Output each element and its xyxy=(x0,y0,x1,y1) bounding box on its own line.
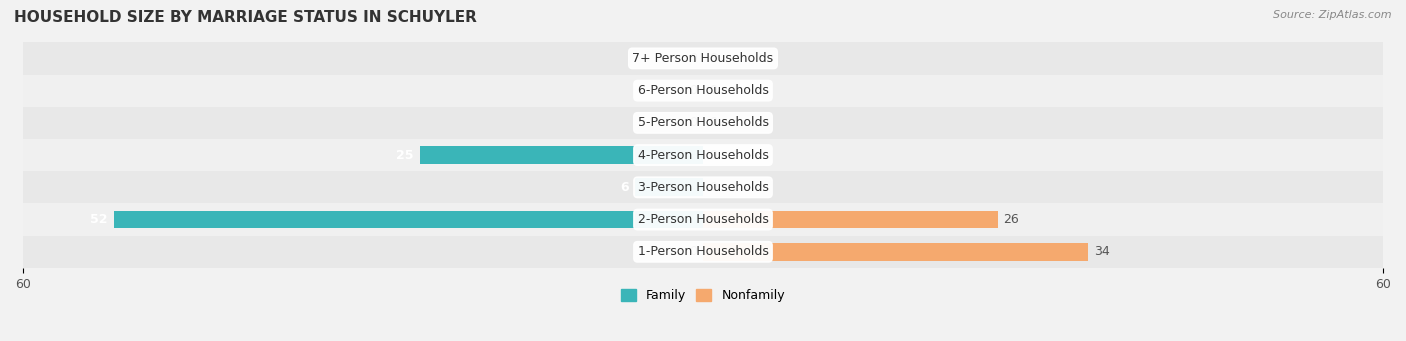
Bar xyxy=(114,211,703,228)
Text: 4-Person Households: 4-Person Households xyxy=(637,149,769,162)
Text: Source: ZipAtlas.com: Source: ZipAtlas.com xyxy=(1274,10,1392,20)
Text: 6: 6 xyxy=(620,181,630,194)
Bar xyxy=(703,243,1088,261)
Bar xyxy=(22,42,1384,75)
Bar xyxy=(636,178,703,196)
Bar xyxy=(22,171,1384,204)
Text: 0: 0 xyxy=(709,149,717,162)
Text: 0: 0 xyxy=(709,52,717,65)
Text: 34: 34 xyxy=(1094,245,1109,258)
Bar xyxy=(22,236,1384,268)
Text: 5-Person Households: 5-Person Households xyxy=(637,116,769,129)
Bar xyxy=(22,139,1384,171)
Text: 0: 0 xyxy=(689,116,697,129)
Text: 3-Person Households: 3-Person Households xyxy=(637,181,769,194)
Text: 0: 0 xyxy=(709,181,717,194)
Text: 25: 25 xyxy=(396,149,413,162)
Text: 0: 0 xyxy=(709,116,717,129)
Text: 0: 0 xyxy=(689,84,697,97)
Text: HOUSEHOLD SIZE BY MARRIAGE STATUS IN SCHUYLER: HOUSEHOLD SIZE BY MARRIAGE STATUS IN SCH… xyxy=(14,10,477,25)
Legend: Family, Nonfamily: Family, Nonfamily xyxy=(621,289,785,302)
Text: 7+ Person Households: 7+ Person Households xyxy=(633,52,773,65)
Text: 1-Person Households: 1-Person Households xyxy=(637,245,769,258)
Text: 0: 0 xyxy=(689,245,697,258)
Text: 6-Person Households: 6-Person Households xyxy=(637,84,769,97)
Text: 2-Person Households: 2-Person Households xyxy=(637,213,769,226)
Text: 0: 0 xyxy=(709,84,717,97)
Bar xyxy=(703,211,998,228)
Bar xyxy=(22,107,1384,139)
Text: 0: 0 xyxy=(689,52,697,65)
Bar xyxy=(22,75,1384,107)
Text: 26: 26 xyxy=(1004,213,1019,226)
Text: 52: 52 xyxy=(90,213,108,226)
Bar xyxy=(419,146,703,164)
Bar xyxy=(22,204,1384,236)
